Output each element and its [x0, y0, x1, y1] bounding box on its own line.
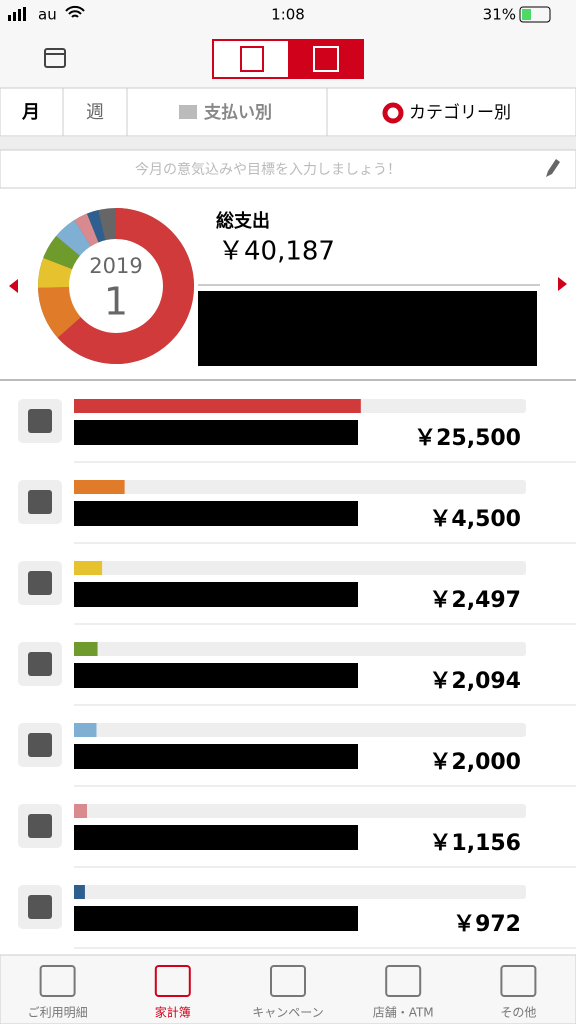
carrier: au — [38, 6, 57, 24]
nav-label[interactable]: 店舗・ATM — [373, 1006, 434, 1020]
clock: 1:08 — [271, 6, 305, 24]
battery — [519, 6, 551, 23]
bar — [74, 642, 98, 656]
bar-track — [74, 561, 526, 575]
bar — [74, 399, 361, 413]
amount: ￥2,497 — [429, 588, 521, 613]
next-month[interactable] — [558, 277, 567, 291]
redacted — [74, 582, 358, 607]
amount: ￥2,094 — [429, 669, 521, 694]
total-amount: ￥40,187 — [218, 237, 335, 267]
bar-track — [74, 480, 526, 494]
signal — [8, 7, 26, 21]
bar-track — [74, 885, 526, 899]
bar — [74, 723, 97, 737]
wifi — [65, 5, 85, 18]
amount: ￥4,500 — [429, 507, 521, 532]
prev-month[interactable] — [9, 279, 18, 293]
nav-icon — [385, 965, 422, 997]
category-glyph — [28, 733, 52, 757]
redacted — [198, 291, 537, 366]
nav-icon — [154, 965, 191, 997]
goal-input[interactable] — [0, 149, 576, 189]
bar-track — [74, 804, 526, 818]
tab[interactable]: 月 — [21, 102, 40, 123]
amount: ￥25,500 — [414, 426, 521, 451]
bar-track — [74, 723, 526, 737]
redacted — [74, 501, 358, 526]
amount: ￥972 — [453, 912, 521, 937]
nav-icon — [270, 965, 306, 997]
battery-percent: 31% — [483, 6, 516, 24]
category-glyph — [28, 814, 52, 838]
bar-track — [74, 642, 526, 656]
redacted — [74, 420, 358, 445]
tab[interactable]: 支払い別 — [204, 102, 272, 123]
category-list: ￥25,500 ￥4,500 ￥2,497 ￥2,094 ￥2,000 ￥1,156 ￥97… — [18, 399, 576, 949]
redacted — [74, 744, 358, 769]
tab-icon — [179, 105, 197, 119]
edit-icon[interactable] — [546, 159, 560, 177]
tab[interactable]: カテゴリー別 — [409, 102, 511, 123]
tab-bar — [0, 87, 576, 137]
donut-month: 1 — [104, 280, 128, 324]
bar — [74, 885, 85, 899]
nav-icon — [39, 965, 76, 997]
category-glyph — [28, 490, 52, 514]
nav-label[interactable]: その他 — [500, 1006, 536, 1020]
category-glyph — [28, 652, 52, 676]
nav-icon — [500, 965, 537, 997]
category-glyph — [28, 895, 52, 919]
amount: ￥2,000 — [429, 750, 521, 775]
nav-label[interactable]: 家計簿 — [155, 1005, 191, 1020]
bar — [74, 561, 103, 575]
calendar-button[interactable] — [44, 48, 66, 68]
nav-label[interactable]: キャンペーン — [252, 1006, 323, 1020]
total-title: 総支出 — [216, 210, 270, 232]
amount: ￥1,156 — [429, 831, 521, 856]
tab[interactable]: 週 — [86, 102, 104, 123]
bar — [74, 804, 88, 818]
category-glyph — [28, 409, 52, 433]
tab-icon — [382, 102, 404, 124]
donut-year: 2019 — [89, 254, 142, 278]
redacted — [74, 825, 358, 850]
bar — [74, 480, 125, 494]
category-glyph — [28, 571, 52, 595]
view-toggle[interactable] — [212, 39, 364, 79]
redacted — [74, 663, 358, 688]
nav-label[interactable]: ご利用明細 — [28, 1005, 88, 1020]
redacted — [74, 906, 358, 931]
goal-placeholder: 今月の意気込みや目標を入力しましょう！ — [135, 161, 401, 178]
